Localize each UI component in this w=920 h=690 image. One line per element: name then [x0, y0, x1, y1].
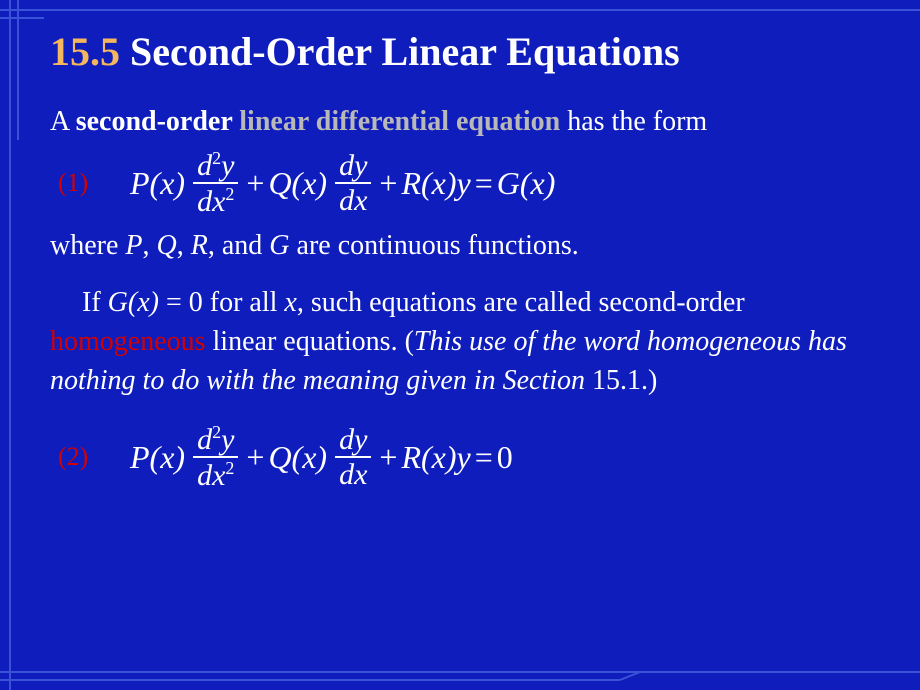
equation-1-label: (1): [50, 168, 120, 198]
intro-prefix: A: [50, 106, 76, 137]
where-line: where P, Q, R, and G are continuous func…: [50, 226, 880, 265]
frac-d2y-dx2-2: d2y dx2: [193, 423, 238, 492]
intro-line: A second-order linear differential equat…: [50, 103, 880, 141]
eq2-rhs: 0: [497, 439, 513, 476]
frac-dy-dx-2: dy dx: [335, 424, 371, 491]
slide-content: 15.5 Second-Order Linear Equations A sec…: [50, 28, 880, 500]
slide-title: 15.5 Second-Order Linear Equations: [50, 28, 880, 75]
section-title: Second-Order Linear Equations: [130, 29, 680, 74]
intro-suffix: has the form: [560, 106, 707, 137]
frac-d2y-dx2: d2y dx2: [193, 149, 238, 218]
equation-2-label: (2): [50, 442, 120, 472]
intro-gray: linear differential equation: [239, 106, 560, 137]
homogeneous-word: homogeneous: [50, 326, 206, 357]
frac-dy-dx: dy dx: [335, 150, 371, 217]
equation-1-row: (1) P(x) d2y dx2 + Q(x) dy dx + R(x)y = …: [50, 149, 880, 218]
intro-bold: second-order: [76, 106, 240, 137]
equation-1: P(x) d2y dx2 + Q(x) dy dx + R(x)y = G(x): [120, 149, 555, 218]
eq1-rhs: G(x): [497, 165, 556, 202]
equation-2-row: (2) P(x) d2y dx2 + Q(x) dy dx + R(x)y = …: [50, 423, 880, 492]
homogeneous-paragraph: If G(x) = 0 for all x, such equations ar…: [50, 283, 880, 401]
equation-2: P(x) d2y dx2 + Q(x) dy dx + R(x)y = 0: [120, 423, 513, 492]
section-number: 15.5: [50, 29, 120, 74]
